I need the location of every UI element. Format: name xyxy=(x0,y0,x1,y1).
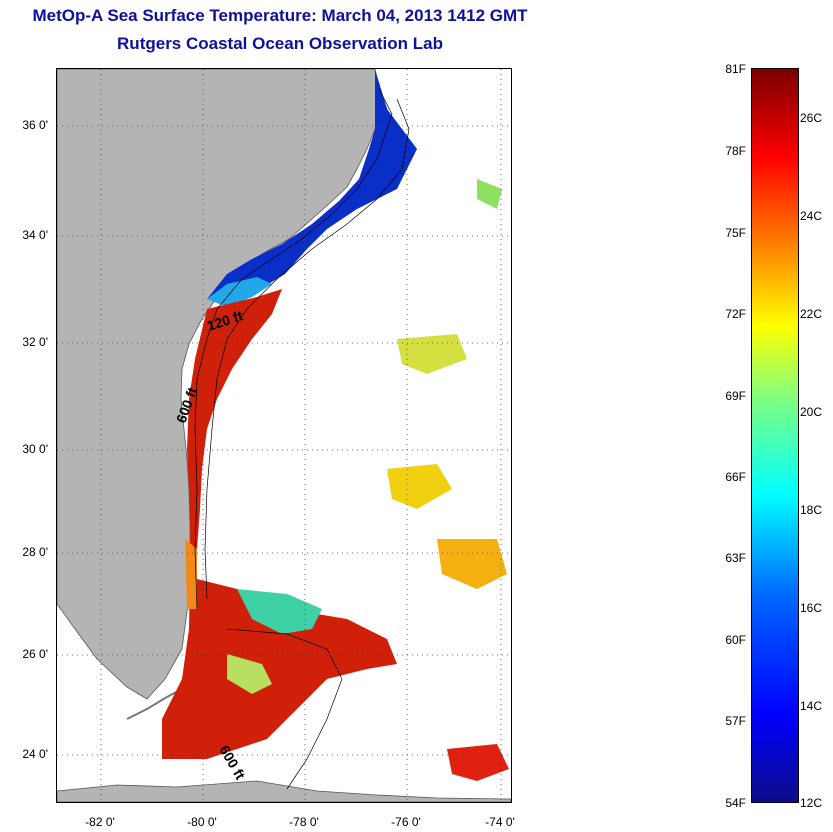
contour-label-600ft-south: 600 ft xyxy=(216,743,248,783)
colorbar-c-26: 26C xyxy=(800,111,823,125)
lon-label-76: -76 0' xyxy=(391,815,421,829)
colorbar-c-12: 12C xyxy=(800,796,823,810)
colorbar-c-18: 18C xyxy=(800,503,823,517)
offshore-warm-patch xyxy=(437,539,507,589)
map-title: MetOp-A Sea Surface Temperature: March 0… xyxy=(32,6,528,25)
map-subtitle: Rutgers Coastal Ocean Observation Lab xyxy=(117,34,443,53)
lat-label-32: 32 0' xyxy=(22,335,48,349)
colorbar-f-72: 72F xyxy=(725,307,746,321)
lon-label-74: -74 0' xyxy=(485,815,515,829)
lon-label-78: -78 0' xyxy=(289,815,319,829)
sst-map: 120 ft 600 ft 600 ft xyxy=(56,68,512,803)
us-landmass xyxy=(57,69,388,700)
colorbar-c-14: 14C xyxy=(800,699,823,713)
cuba-landmass xyxy=(57,780,511,802)
colorbar-f-66: 66F xyxy=(725,470,746,484)
map-gridlines xyxy=(57,69,511,802)
colorbar-c-16: 16C xyxy=(800,601,823,615)
colorbar-c-24: 24C xyxy=(800,209,823,223)
colorbar-c-22: 22C xyxy=(800,307,823,321)
lon-label-80: -80 0' xyxy=(187,815,217,829)
colorbar-f-63: 63F xyxy=(725,551,746,565)
warm-edge-water xyxy=(185,539,197,609)
cool-shelf-water xyxy=(207,277,272,307)
lat-label-24: 24 0' xyxy=(22,747,48,761)
florida-keys xyxy=(126,688,183,720)
colorbar-f-60: 60F xyxy=(725,633,746,647)
colorbar-f-78: 78F xyxy=(725,144,746,158)
offshore-green-patch xyxy=(477,179,502,209)
lat-label-28: 28 0' xyxy=(22,545,48,559)
lat-label-30: 30 0' xyxy=(22,442,48,456)
colorbar-f-81: 81F xyxy=(725,62,746,76)
lat-label-26: 26 0' xyxy=(22,647,48,661)
lat-label-36: 36 0' xyxy=(22,118,48,132)
offshore-warm-patch-2 xyxy=(387,464,452,509)
lat-label-34: 34 0' xyxy=(22,228,48,242)
offshore-red-patch xyxy=(447,744,509,781)
offshore-warm-patch-3 xyxy=(397,334,467,374)
colorbar-f-75: 75F xyxy=(725,226,746,240)
lon-label-82: -82 0' xyxy=(85,815,115,829)
colorbar-f-54: 54F xyxy=(725,796,746,810)
bahamas-shoal-south xyxy=(227,654,272,694)
colorbar-f-57: 57F xyxy=(725,714,746,728)
colorbar-c-20: 20C xyxy=(800,405,823,419)
bathymetry-contours xyxy=(194,88,410,790)
cold-shelf-water xyxy=(207,69,417,304)
temperature-colorbar xyxy=(751,68,799,803)
gulf-stream xyxy=(162,289,397,759)
bahamas-shoal xyxy=(237,589,322,634)
colorbar-f-69: 69F xyxy=(725,389,746,403)
